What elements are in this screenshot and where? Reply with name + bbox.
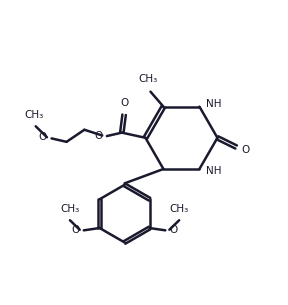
Text: O: O <box>39 132 47 142</box>
Text: O: O <box>241 145 250 155</box>
Text: O: O <box>71 225 80 235</box>
Text: O: O <box>120 99 128 109</box>
Text: O: O <box>94 131 102 141</box>
Text: NH: NH <box>206 99 221 109</box>
Text: NH: NH <box>206 166 221 176</box>
Text: CH₃: CH₃ <box>139 74 158 84</box>
Text: CH₃: CH₃ <box>170 204 189 214</box>
Text: CH₃: CH₃ <box>25 110 44 120</box>
Text: CH₃: CH₃ <box>60 204 79 214</box>
Text: O: O <box>169 225 178 235</box>
